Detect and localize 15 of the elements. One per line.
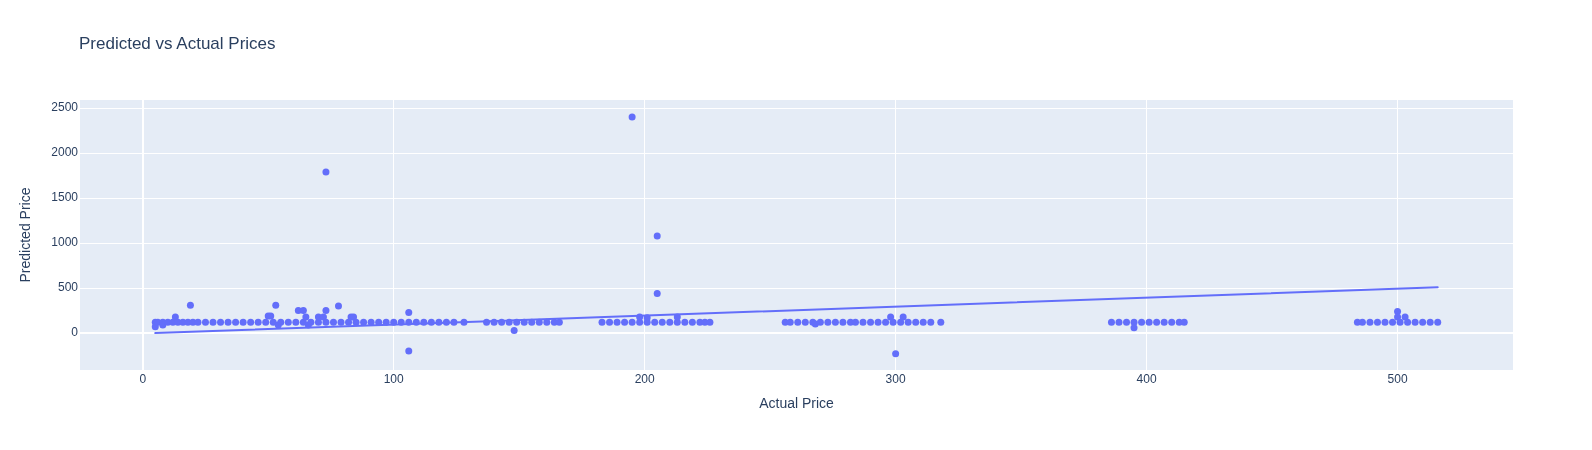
y-tick-label: 1500 bbox=[51, 190, 79, 205]
y-tick-label: 0 bbox=[71, 325, 79, 340]
x-tick-label: 100 bbox=[383, 371, 405, 386]
y-axis-title: Predicted Price bbox=[17, 187, 34, 283]
y-tick-label: 1000 bbox=[51, 235, 79, 250]
x-tick-label: 0 bbox=[139, 371, 147, 386]
x-tick-label: 400 bbox=[1136, 371, 1157, 386]
y-tick-label: 2000 bbox=[51, 145, 79, 160]
x-tick-label: 200 bbox=[634, 371, 655, 386]
x-axis-title: Actual Price bbox=[759, 395, 835, 412]
y-tick-label: 500 bbox=[57, 280, 79, 295]
chart-title: Predicted vs Actual Prices bbox=[79, 33, 276, 55]
y-tick-label: 2500 bbox=[51, 100, 79, 115]
x-tick-label: 500 bbox=[1387, 371, 1408, 386]
x-tick-label: 300 bbox=[885, 371, 906, 386]
